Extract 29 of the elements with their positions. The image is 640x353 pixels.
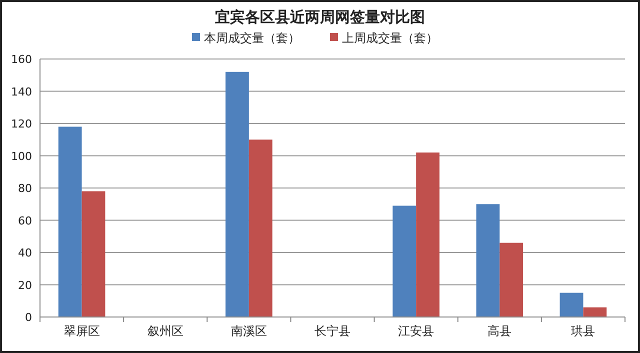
bar <box>392 206 416 317</box>
legend-label: 本周成交量（套） <box>204 31 300 45</box>
y-tick-label: 20 <box>18 278 32 292</box>
y-tick-label: 160 <box>11 53 32 66</box>
x-tick-label: 翠屏区 <box>64 324 100 338</box>
y-tick-label: 100 <box>11 150 32 163</box>
chart-title: 宜宾各区县近两周网签量对比图 <box>215 8 425 26</box>
y-tick-label: 140 <box>11 85 32 98</box>
y-tick-label: 0 <box>25 311 32 324</box>
bar <box>583 307 607 317</box>
bar <box>500 242 524 317</box>
bar <box>226 72 249 317</box>
x-tick-label: 高县 <box>488 324 512 338</box>
bar <box>416 152 440 317</box>
y-tick-label: 60 <box>18 214 32 228</box>
bar <box>58 126 82 317</box>
x-tick-label: 叙州区 <box>147 324 184 338</box>
x-tick-label: 南溪区 <box>230 324 267 338</box>
x-tick-label: 珙县 <box>571 324 596 338</box>
y-tick-label: 80 <box>18 182 32 195</box>
x-tick-label: 长宁县 <box>314 324 350 338</box>
legend-label: 上周成交量（套） <box>342 31 438 45</box>
bar <box>82 191 106 317</box>
x-tick-label: 江安县 <box>398 324 434 338</box>
bar <box>476 204 500 317</box>
y-tick-label: 40 <box>18 246 32 260</box>
bar <box>248 140 272 317</box>
bar <box>560 292 584 317</box>
y-tick-label: 120 <box>11 118 32 130</box>
